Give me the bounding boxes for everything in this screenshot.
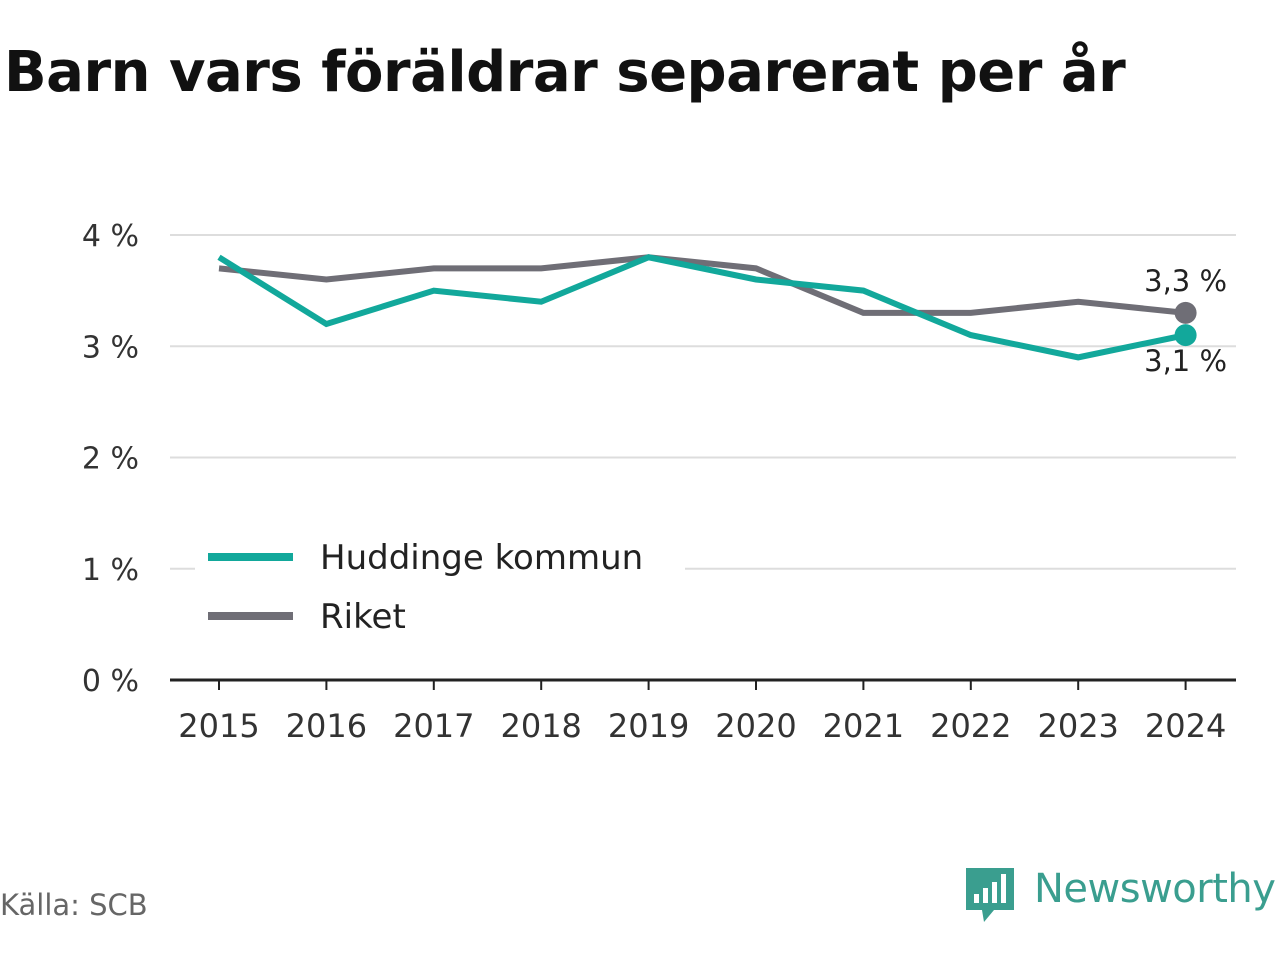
x-axis: 2015 2016 2017 2018 2019 2020 2021 2022 2023 2024 [170, 678, 1236, 745]
y-tick-label: 3 % [82, 330, 139, 365]
legend-label: Huddinge kommun [320, 538, 643, 578]
source-note: Källa: SCB [0, 888, 148, 922]
series-line [217, 254, 1187, 361]
series-lines [217, 254, 1197, 361]
brand-name: Newsworthy [1034, 866, 1276, 912]
legend: Huddinge kommun Riket [195, 533, 685, 637]
x-tick-label: 2019 [608, 707, 689, 745]
end-point-marker [1174, 301, 1197, 324]
y-axis-ticks: 0 % 1 % 2 % 3 % 4 % [82, 219, 139, 699]
end-value-label: 3,1 % [1144, 344, 1227, 378]
series-line [218, 254, 1186, 316]
end-labels: 3,1 % 3,3 % [1144, 264, 1227, 378]
x-tick-label: 2022 [930, 707, 1011, 745]
y-tick-label: 4 % [82, 219, 139, 254]
grid-lines [170, 234, 1236, 570]
x-tick-label: 2023 [1037, 707, 1118, 745]
end-point-marker [1174, 324, 1197, 347]
chart-title: Barn vars föräldrar separerat per år [4, 40, 1126, 105]
end-value-label: 3,3 % [1144, 264, 1227, 298]
brand-logo: Newsworthy [964, 864, 1280, 928]
y-tick-label: 0 % [82, 664, 139, 699]
x-tick-label: 2021 [823, 707, 904, 745]
legend-label: Riket [320, 597, 406, 637]
x-tick-label: 2018 [500, 707, 581, 745]
x-tick-label: 2015 [178, 707, 259, 745]
x-tick-label: 2020 [715, 707, 796, 745]
x-tick-label: 2024 [1145, 707, 1226, 745]
newsworthy-logo-icon [966, 868, 1014, 922]
y-tick-label: 2 % [82, 442, 139, 477]
y-tick-label: 1 % [82, 553, 139, 588]
x-tick-label: 2017 [393, 707, 474, 745]
x-tick-label: 2016 [286, 707, 367, 745]
